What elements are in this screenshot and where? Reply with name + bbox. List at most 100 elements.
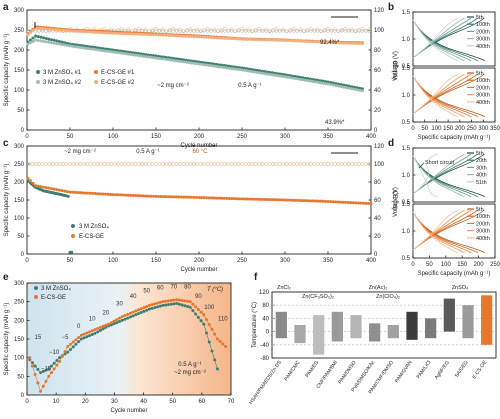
panel-a-data-point [342,41,346,45]
panel-c-data-point [313,199,317,203]
panel-e-legend-marker [34,295,38,299]
panel-a-data-point [141,54,145,58]
panel-a-ce-point [288,28,293,32]
panel-c-ce-point [240,162,244,166]
panel-c-data-point [217,196,221,200]
panel-c-data-point [73,190,77,194]
panel-a-legend-marker [36,80,40,84]
panel-a-data-point [174,59,178,63]
panel-a-data-point [55,28,59,32]
panel-e-data-point [30,364,34,368]
panel-c-data-point [103,192,107,196]
panel-e-data-point [218,339,222,343]
panel-a-data-point [76,45,80,49]
panel-e-annotation: T (°C) [207,287,223,293]
panel-c-ce-point [78,162,83,166]
panel-a-ce-point [212,27,217,32]
panel-e-data-point [90,333,94,337]
panel-a-data-point [318,81,322,85]
panel-e-data-point [126,312,130,316]
panel-f-bar [369,323,381,342]
panel-a-data-point [283,38,287,42]
panel-a-data-point [235,37,239,41]
panel-a-ce-point [223,29,227,33]
panel-e-data-point [33,364,37,368]
panel-d-profile-curve [412,153,438,195]
panel-b-xtick-label: 50 [421,126,428,132]
panel-a-data-point [126,32,130,36]
panel-c-data-point [121,193,125,197]
panel-e-temperature-label: 0 [77,324,81,330]
panel-a-ce-point [209,29,213,33]
panel-c-data-point [184,195,188,199]
panel-d-legend-label: 20th [476,158,487,164]
panel-c-data-point [245,197,249,201]
panel-e-data-point [175,298,179,302]
panel-d-legend-label: 40th [476,173,487,179]
panel-e-data-point [109,321,113,325]
panel-a-data-point [210,36,214,40]
panel-a-ytick-right-label: 60 [374,68,381,74]
panel-e-data-point [205,318,209,322]
panel-label-b: b [388,2,394,13]
panel-label-f: f [254,272,258,283]
panel-c-data-point [250,197,254,201]
panel-a-ce-point [216,29,220,33]
panel-e-data-point [96,330,100,334]
panel-c-ce-point [130,162,134,166]
panel-e-data-point [58,359,62,363]
panel-c-ce-point [267,162,272,166]
panel-e-data-point [169,302,173,306]
panel-a-ce-point [302,29,306,33]
panel-c-data-point [232,197,236,201]
panel-e-data-point [172,302,176,306]
panel-a-data-point [326,40,330,44]
panel-a-data-point [278,38,282,42]
panel-c-ce-point [161,162,165,166]
panel-a-ce-point [154,29,158,33]
panel-c-data-point [220,196,224,200]
panel-e-data-point [145,305,149,309]
panel-a-data-point [217,36,221,40]
panel-a-ce-point [119,26,124,31]
panel-c-ce-point [277,162,282,166]
panel-e-temperature-label: 15 [35,335,42,341]
panel-e-xtick-label: 20 [82,399,89,405]
panel-a-data-point [194,35,198,39]
panel-c-data-point [167,195,171,199]
panel-e-legend-label: 3 M ZnSO₄ [41,286,71,292]
panel-b-ytick-label: 0.5 [402,64,411,70]
panel-c-data-point [296,198,300,202]
panel-a-data-point [129,32,133,36]
panel-a-data-point [270,38,274,42]
panel-a-ce-point [350,27,354,32]
panel-a-data-point [278,74,282,78]
panel-c-ytick-right-label: 60 [374,198,381,204]
panel-e-data-point [77,336,81,340]
panel-a-ce-point [343,29,347,33]
panel-a-ce-point [219,29,224,33]
panel-a-data-point [39,35,43,39]
panel-e-data-point [191,309,195,313]
panel-c-data-point [207,196,211,200]
panel-c-ce-point [222,162,227,166]
panel-e-data-point [88,334,92,338]
panel-e-data-point [74,338,78,342]
panel-e-data-point [115,318,119,322]
panel-a-data-point [265,38,269,42]
panel-e-data-point [66,350,70,354]
panel-c-data-point [318,199,322,203]
panel-b-profile-curve [412,17,459,59]
panel-e-data-point [52,367,56,371]
panel-e-data-point [158,300,162,304]
panel-c-data-point [36,184,40,188]
panel-c-ylabel: Specific capacity (mAh g⁻¹) [4,164,10,237]
panel-a-data-point [93,48,97,52]
panel-a-data-point [131,53,135,57]
panel-a-data-point [245,69,249,73]
panel-c-ce-point [346,162,351,166]
panel-c-data-point [240,197,244,201]
panel-c-data-point [129,193,133,197]
panel-c-data-point [179,195,183,199]
panel-f-bar [350,315,362,339]
